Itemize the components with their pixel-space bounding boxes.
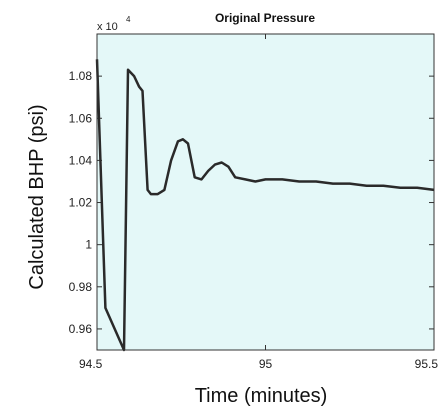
y-tick-label: 1.06 [69,111,93,125]
y-scale-label: x 10 [97,21,118,33]
x-tick-label: 95 [259,357,273,371]
y-tick-label: 1 [85,238,92,252]
plot-frame [96,33,435,351]
x-tick-label: 95.5 [415,357,439,371]
y-tick-label: 0.96 [69,322,93,336]
plot-area [97,34,434,350]
x-tick-label: 94.5 [79,357,103,371]
y-tick-label: 1.04 [69,153,93,167]
series-line [95,59,435,352]
y-tick-label: 1.02 [69,196,93,210]
x-axis-label: Time (minutes) [195,385,328,407]
marks-layer: 0.96 0.98 1 1.02 1.04 1.06 1.08 94.5 95 95.5 [69,34,439,371]
y-axis-label: Calculated BHP (psi) [26,104,48,289]
y-scale-exponent: 4 [126,15,131,24]
chart-title: Original Pressure [215,11,315,25]
y-tick-label: 0.98 [69,280,93,294]
y-tick-label: 1.08 [69,69,93,83]
